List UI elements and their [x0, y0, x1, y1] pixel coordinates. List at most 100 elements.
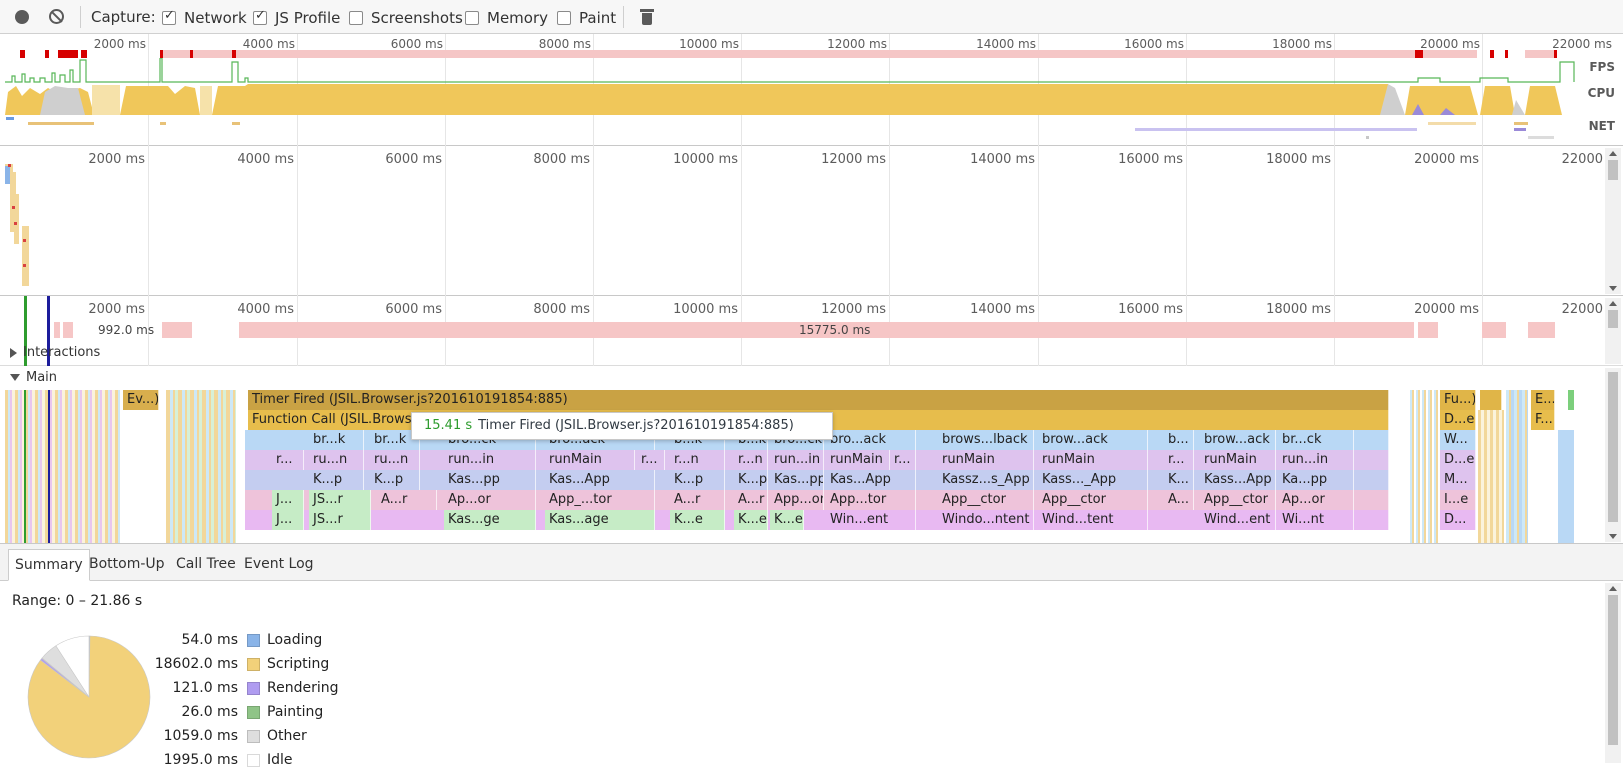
flame-block[interactable]: K...p	[370, 470, 420, 490]
flame-block[interactable]: runMain	[1038, 450, 1148, 470]
checkbox-box[interactable]	[162, 8, 176, 25]
flame-block[interactable]: brow...ack	[1200, 430, 1276, 450]
frame-bar[interactable]	[1528, 322, 1555, 338]
flame-block[interactable]: App_...tor	[545, 490, 655, 510]
flame-block[interactable]	[1568, 390, 1574, 410]
flame-block[interactable]: r...	[637, 450, 665, 470]
timeline-overview[interactable]: 2000 ms 4000 ms 6000 ms 8000 ms 10000 ms…	[0, 34, 1623, 146]
flame-block[interactable]: Kass..._App	[1038, 470, 1148, 490]
flame-block[interactable]: Kass...App	[1200, 470, 1276, 490]
flame-block[interactable]: Ap...or	[1278, 490, 1354, 510]
flame-block[interactable]: run...in	[1278, 450, 1354, 470]
flame-block[interactable]: A...r	[734, 490, 768, 510]
scroll-thumb[interactable]	[1608, 595, 1618, 745]
frame-bar[interactable]	[239, 322, 1414, 338]
flame-block[interactable]: brows...lback	[938, 430, 1034, 450]
flame-block[interactable]: r...	[1164, 450, 1194, 470]
flame-block[interactable]: I...e	[1440, 490, 1476, 510]
flame-block[interactable]: D...	[1440, 510, 1476, 530]
scroll-thumb[interactable]	[1608, 160, 1618, 180]
flame-block[interactable]: runMain	[826, 450, 890, 470]
flame-block[interactable]: Ka...pp	[1278, 470, 1354, 490]
flame-block[interactable]: r...n	[670, 450, 725, 470]
flame-block[interactable]	[1558, 430, 1574, 543]
frames-track[interactable]: 2000 ms 4000 ms 6000 ms 8000 ms 10000 ms…	[0, 296, 1623, 366]
flame-block[interactable]: ru...n	[370, 450, 420, 470]
frame-bar[interactable]	[63, 322, 73, 338]
flame-block[interactable]: E...	[1531, 390, 1555, 410]
record-button[interactable]	[12, 7, 32, 27]
flame-scrollbar[interactable]	[1605, 368, 1621, 542]
frame-bar[interactable]	[54, 322, 60, 338]
flame-block[interactable]: run...in	[770, 450, 824, 470]
checkbox-box[interactable]	[253, 8, 267, 25]
flame-block[interactable]: r...n	[734, 450, 768, 470]
flame-block[interactable]: App...or	[770, 490, 824, 510]
flame-block[interactable]: b...	[1164, 430, 1194, 450]
scroll-thumb[interactable]	[1608, 310, 1618, 328]
flame-block[interactable]: K...p	[670, 470, 725, 490]
flame-block[interactable]: runMain	[545, 450, 635, 470]
checkbox-box[interactable]	[557, 11, 571, 25]
scroll-up-icon[interactable]	[1609, 151, 1617, 156]
timer-fired-block[interactable]: Timer Fired (JSIL.Browser.js?20161019185…	[248, 390, 1389, 410]
flame-block[interactable]: J...	[272, 510, 304, 530]
flame-block[interactable]: Kas...pp	[770, 470, 824, 490]
flame-block[interactable]: JS...r	[309, 510, 371, 530]
scroll-down-icon[interactable]	[1609, 286, 1617, 291]
flame-block[interactable]: Kas...ge	[444, 510, 536, 530]
screenshots-checkbox[interactable]: Screenshots	[349, 9, 463, 27]
flame-block[interactable]: Kas...age	[545, 510, 655, 530]
network-checkbox[interactable]: Network	[162, 8, 247, 27]
flame-block[interactable]	[1480, 390, 1502, 410]
flame-block[interactable]: br...k	[309, 430, 364, 450]
paint-checkbox[interactable]: Paint	[557, 9, 616, 27]
flame-block[interactable]: Wind...tent	[1038, 510, 1148, 530]
network-scrollbar[interactable]	[1605, 148, 1621, 294]
flame-block[interactable]: Fu...)	[1440, 390, 1476, 410]
scroll-down-icon[interactable]	[1609, 534, 1617, 539]
flame-block[interactable]: App__ctor	[938, 490, 1034, 510]
flame-block[interactable]: br...k	[370, 430, 420, 450]
flame-block[interactable]: App__ctor	[1038, 490, 1148, 510]
interactions-group-header[interactable]: Interactions	[10, 345, 100, 360]
memory-checkbox[interactable]: Memory	[465, 9, 548, 27]
network-track[interactable]: 2000 ms 4000 ms 6000 ms 8000 ms 10000 ms…	[0, 146, 1623, 296]
flame-block[interactable]: Windo...ntent	[938, 510, 1034, 530]
checkbox-box[interactable]	[349, 11, 363, 25]
flame-block[interactable]: K...e	[770, 510, 804, 530]
flame-block[interactable]: Kassz...s_App	[938, 470, 1034, 490]
flame-block[interactable]: bro...ack	[826, 430, 916, 450]
flame-block[interactable]: K...e	[734, 510, 768, 530]
main-group-header[interactable]: Main	[10, 370, 57, 385]
flame-block[interactable]: r...	[890, 450, 916, 470]
flame-block[interactable]: W...	[1440, 430, 1476, 450]
scroll-thumb[interactable]	[1608, 372, 1618, 522]
flame-block[interactable]: F...	[1531, 410, 1555, 430]
flame-block[interactable]: ru...n	[309, 450, 364, 470]
flame-block[interactable]: J...	[272, 490, 304, 510]
main-thread-flame-chart[interactable]: Main Ev...) Timer Fired (JSIL.Browser.js…	[0, 366, 1623, 544]
scroll-up-icon[interactable]	[1609, 586, 1617, 591]
tab-call-tree[interactable]: Call Tree	[176, 556, 236, 572]
flame-block[interactable]: Kas...App	[826, 470, 916, 490]
frame-bar[interactable]	[1418, 322, 1438, 338]
flame-block[interactable]: br...ck	[1278, 430, 1354, 450]
flame-block[interactable]: A...r	[377, 490, 437, 510]
flame-block[interactable]: Kas...App	[545, 470, 655, 490]
expand-icon[interactable]	[10, 347, 17, 358]
flame-block[interactable]: Wind...ent	[1200, 510, 1276, 530]
frames-scrollbar[interactable]	[1605, 298, 1621, 364]
flame-block[interactable]: A...	[1164, 490, 1194, 510]
flame-block[interactable]: Win...ent	[826, 510, 916, 530]
flame-block[interactable]: App__ctor	[1200, 490, 1276, 510]
flame-block[interactable]: Ap...or	[444, 490, 536, 510]
frame-bar[interactable]	[162, 322, 192, 338]
flame-block[interactable]: runMain	[938, 450, 1034, 470]
flame-block[interactable]: M...	[1440, 470, 1476, 490]
collapse-icon[interactable]	[10, 374, 20, 381]
flame-block[interactable]: D...e	[1440, 410, 1476, 430]
flame-block[interactable]: JS...r	[309, 490, 371, 510]
flame-block[interactable]: run...in	[444, 450, 536, 470]
flame-block[interactable]: brow...ack	[1038, 430, 1148, 450]
